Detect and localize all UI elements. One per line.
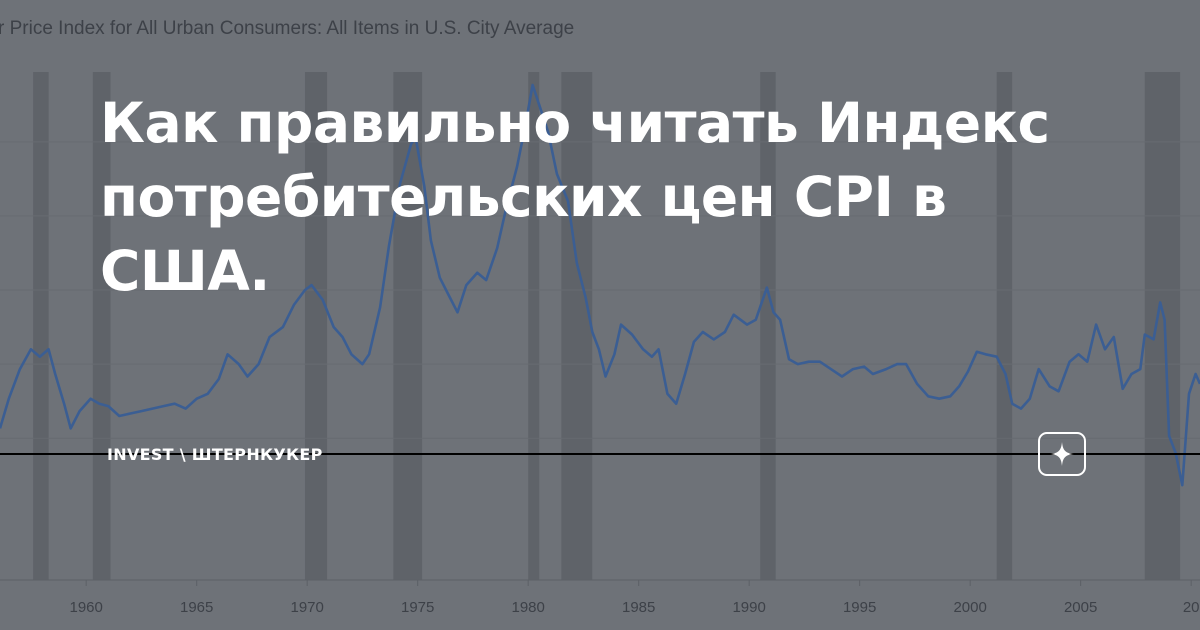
x-axis-ticks: 1960 1965 1970 1975 1980 1985 1990 1995 2000 2005… [70,580,1200,616]
headline-line-2: потребительских цен CPI в [100,165,947,229]
x-tick-label-2: 1970 [290,599,323,616]
headline-line-3: США. [100,239,270,303]
zen-badge[interactable] [1038,432,1086,476]
series-layer [0,83,1200,487]
recession-band-5 [561,72,593,580]
recession-band-0 [33,72,49,580]
x-tick-label-9: 2005 [1064,599,1097,616]
recession-band-4 [528,72,540,580]
chart-title: r Price Index for All Urban Consumers: A… [0,18,575,39]
x-tick-label-8: 2000 [953,599,986,616]
x-tick-label-6: 1990 [732,599,765,616]
grid-lines [0,141,1200,581]
recession-band-8 [1144,72,1181,580]
x-tick-label-10: 20 [1183,599,1200,616]
headline-line-1: Как правильно читать Индекс [100,91,1050,155]
x-tick-label-1: 1965 [180,599,213,616]
x-tick-label-5: 1985 [622,599,655,616]
channel-name[interactable]: INVEST \ ШТЕРНКУКЕР [107,445,323,464]
x-tick-label-0: 1960 [70,599,103,616]
sparkle-icon [1050,442,1074,466]
series-line-0 [0,83,1200,487]
article-headline[interactable]: Как правильно читать Индекс потребительс… [100,86,1100,308]
x-tick-label-4: 1980 [511,599,544,616]
x-tick-label-7: 1995 [843,599,876,616]
x-tick-label-3: 1975 [401,599,434,616]
